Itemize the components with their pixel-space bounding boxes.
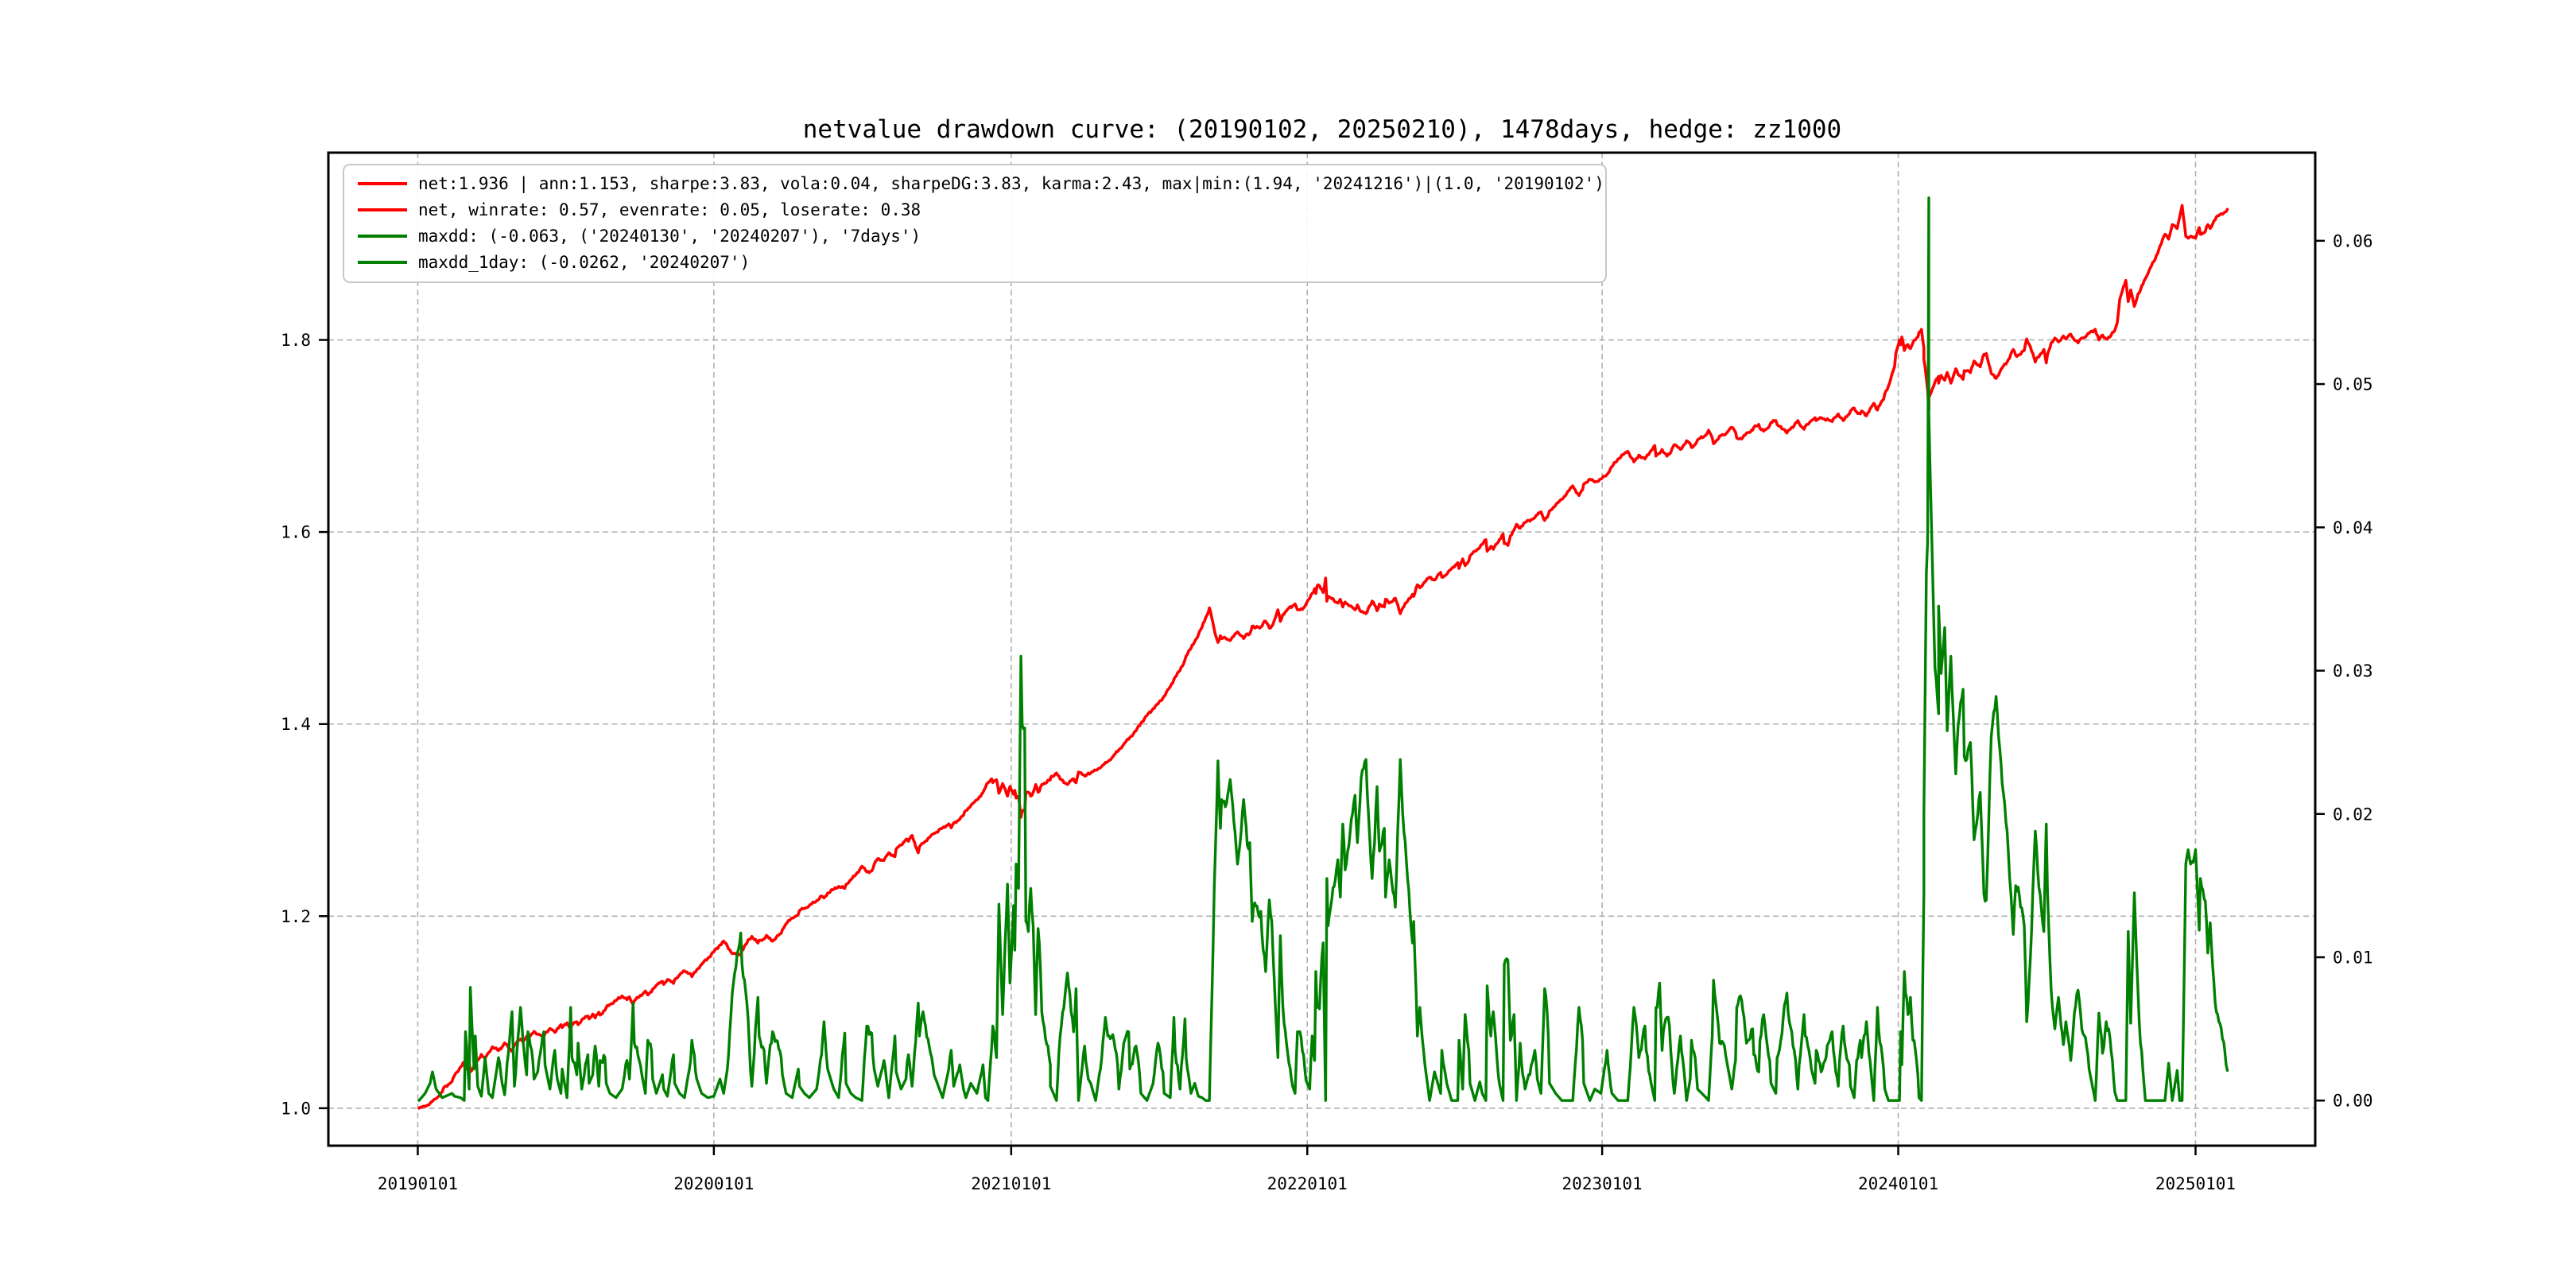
y-right-tick-label: 0.04 bbox=[2333, 518, 2373, 537]
y-right-tick-label: 0.06 bbox=[2333, 231, 2373, 250]
legend-label-maxdd-1day: maxdd_1day: (-0.0262, '20240207') bbox=[418, 253, 750, 272]
legend: net:1.936 | ann:1.153, sharpe:3.83, vola… bbox=[343, 164, 1607, 283]
legend-label-net-rates: net, winrate: 0.57, evenrate: 0.05, lose… bbox=[418, 200, 921, 219]
chart-title: netvalue drawdown curve: (20190102, 2025… bbox=[803, 115, 1841, 144]
plot-border bbox=[327, 151, 2317, 1147]
y-left-tick-label: 1.8 bbox=[281, 331, 311, 350]
legend-box bbox=[343, 164, 1607, 283]
y-left-tick-label: 1.6 bbox=[281, 523, 311, 542]
x-tick-label: 20190101 bbox=[378, 1174, 458, 1193]
y-right-tick-label: 0.05 bbox=[2333, 375, 2373, 394]
legend-label-net-stats: net:1.936 | ann:1.153, sharpe:3.83, vola… bbox=[418, 174, 1604, 194]
y-right-tick-label: 0.00 bbox=[2333, 1092, 2373, 1111]
y-left-tick-label: 1.4 bbox=[281, 715, 311, 734]
x-tick-label: 20200101 bbox=[673, 1174, 754, 1193]
y-right-tick-label: 0.03 bbox=[2333, 661, 2373, 681]
y-left-tick-label: 1.2 bbox=[281, 907, 311, 926]
x-tick-label: 20250101 bbox=[2155, 1174, 2236, 1193]
x-tick-label: 20240101 bbox=[1858, 1174, 1938, 1193]
grid-layer bbox=[328, 153, 2315, 1146]
drawdown-curve bbox=[417, 196, 2229, 1102]
x-tick-label: 20220101 bbox=[1267, 1174, 1348, 1193]
x-tick-label: 20230101 bbox=[1562, 1174, 1643, 1193]
legend-label-maxdd: maxdd: (-0.063, ('20240130', '20240207')… bbox=[418, 227, 921, 246]
y-right-tick-label: 0.02 bbox=[2333, 805, 2373, 824]
y-left-tick-label: 1.0 bbox=[281, 1099, 311, 1118]
tick-label-layer: 20190101 20200101 20210101 20220101 20230101… bbox=[281, 231, 2373, 1193]
y-right-tick-label: 0.01 bbox=[2333, 948, 2373, 967]
x-tick-label: 20210101 bbox=[971, 1174, 1051, 1193]
tick-layer bbox=[319, 239, 2325, 1155]
series-layer bbox=[417, 196, 2229, 1110]
